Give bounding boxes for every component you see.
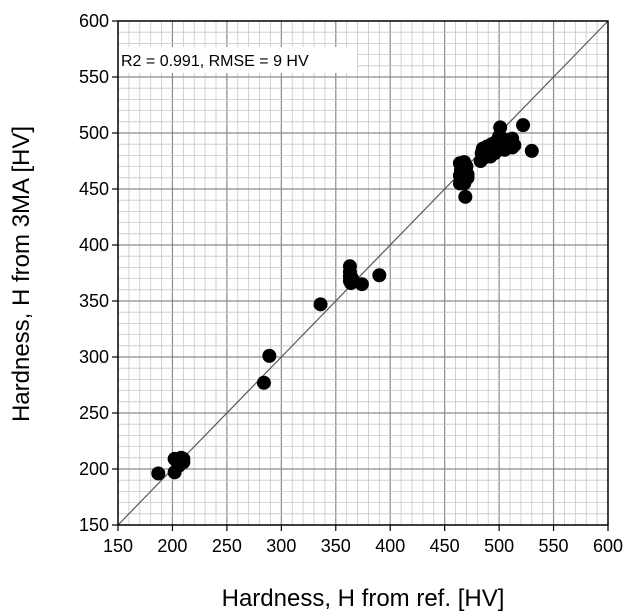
data-point [313, 297, 328, 312]
x-tick-label: 250 [212, 536, 242, 556]
data-point [151, 466, 166, 481]
data-point [507, 138, 522, 153]
y-axis-title: Hardness, H from 3MA [HV] [8, 126, 35, 422]
data-point [524, 143, 539, 158]
y-tick-label: 350 [79, 291, 109, 311]
x-tick-label: 550 [539, 536, 569, 556]
data-point [372, 268, 387, 283]
x-tick-label: 400 [375, 536, 405, 556]
grid [118, 21, 608, 525]
data-point [516, 118, 531, 133]
x-tick-label: 350 [321, 536, 351, 556]
data-point [262, 348, 277, 363]
x-tick-label: 450 [430, 536, 460, 556]
data-point [493, 120, 508, 135]
reference-line [117, 20, 609, 526]
data-point [458, 189, 473, 204]
y-tick-label: 150 [79, 515, 109, 535]
x-tick-label: 300 [266, 536, 296, 556]
annotation-background [119, 47, 357, 73]
x-axis-title: Hardness, H from ref. [HV] [222, 585, 505, 612]
y-tick-label: 500 [79, 123, 109, 143]
fit-statistics-annotation: R2 = 0.991, RMSE = 9 HV [121, 53, 309, 70]
x-tick-label: 500 [484, 536, 514, 556]
x-tick-label: 150 [103, 536, 133, 556]
y-tick-labels: 150 200 250 300 350 400 450 500 550 600 [79, 11, 109, 535]
plot-frame [117, 20, 609, 526]
data-point [176, 451, 191, 466]
data-point [354, 277, 369, 292]
reference-line-layer [117, 20, 609, 526]
y-tick-label: 550 [79, 67, 109, 87]
data-point [460, 167, 475, 182]
x-tick-label: 600 [593, 536, 623, 556]
y-tick-label: 450 [79, 179, 109, 199]
x-tick-labels: 150 200 250 300 350 400 450 500 550 600 [103, 536, 623, 556]
y-tick-label: 250 [79, 403, 109, 423]
y-tick-label: 200 [79, 459, 109, 479]
data-point [256, 375, 271, 390]
y-tick-label: 600 [79, 11, 109, 31]
x-tick-label: 200 [157, 536, 187, 556]
axis-ticks [112, 20, 609, 531]
y-tick-label: 400 [79, 235, 109, 255]
y-tick-label: 300 [79, 347, 109, 367]
data-points [151, 118, 539, 481]
